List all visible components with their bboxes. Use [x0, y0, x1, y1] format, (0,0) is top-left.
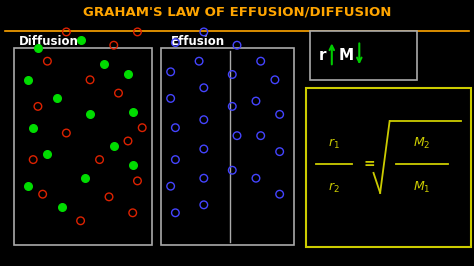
- Text: =: =: [364, 157, 375, 171]
- Point: [200, 176, 208, 180]
- Point: [34, 104, 42, 109]
- Point: [200, 86, 208, 90]
- Point: [29, 157, 37, 162]
- Bar: [310, 31, 417, 80]
- Point: [124, 72, 132, 77]
- Text: GRAHAM'S LAW OF EFFUSION/DIFFUSION: GRAHAM'S LAW OF EFFUSION/DIFFUSION: [83, 5, 391, 18]
- Point: [53, 96, 61, 101]
- Point: [252, 176, 260, 180]
- Point: [257, 134, 264, 138]
- Point: [134, 30, 141, 34]
- Point: [252, 99, 260, 103]
- Point: [228, 104, 236, 109]
- Point: [195, 59, 203, 63]
- Point: [134, 179, 141, 183]
- Point: [200, 147, 208, 151]
- Point: [77, 219, 84, 223]
- Text: $r_2$: $r_2$: [328, 180, 340, 195]
- Point: [228, 72, 236, 77]
- Point: [129, 163, 137, 167]
- Point: [276, 192, 283, 196]
- Point: [138, 126, 146, 130]
- Point: [77, 38, 84, 42]
- Point: [271, 78, 279, 82]
- Point: [276, 149, 283, 154]
- Bar: [161, 48, 294, 245]
- Point: [129, 211, 137, 215]
- Point: [172, 40, 179, 45]
- Bar: [306, 88, 471, 247]
- Point: [39, 192, 46, 196]
- Point: [129, 110, 137, 114]
- Point: [167, 96, 174, 101]
- Point: [110, 43, 118, 47]
- Point: [86, 78, 94, 82]
- Point: [25, 184, 32, 188]
- Text: M: M: [339, 48, 354, 63]
- Point: [167, 184, 174, 188]
- Point: [115, 91, 122, 95]
- Point: [228, 168, 236, 172]
- Point: [172, 126, 179, 130]
- Point: [233, 43, 241, 47]
- Text: Effusion: Effusion: [171, 35, 225, 48]
- Point: [58, 205, 65, 210]
- Point: [167, 70, 174, 74]
- Point: [200, 118, 208, 122]
- Point: [172, 157, 179, 162]
- Text: r: r: [319, 48, 327, 63]
- Point: [200, 203, 208, 207]
- Point: [100, 62, 108, 66]
- Point: [25, 78, 32, 82]
- Point: [29, 126, 37, 130]
- Point: [63, 131, 70, 135]
- Point: [44, 152, 51, 156]
- Point: [63, 30, 70, 34]
- Text: $r_1$: $r_1$: [328, 136, 340, 151]
- Text: $M_1$: $M_1$: [413, 180, 430, 195]
- Point: [276, 112, 283, 117]
- Point: [96, 157, 103, 162]
- Point: [34, 46, 42, 50]
- Point: [124, 139, 132, 143]
- Point: [200, 30, 208, 34]
- Point: [257, 59, 264, 63]
- Point: [105, 195, 113, 199]
- Text: $M_2$: $M_2$: [413, 136, 430, 151]
- Point: [172, 211, 179, 215]
- Point: [86, 112, 94, 117]
- Point: [82, 176, 89, 180]
- Text: Diffusion: Diffusion: [19, 35, 79, 48]
- Point: [233, 134, 241, 138]
- Point: [110, 144, 118, 148]
- Point: [44, 59, 51, 63]
- Bar: [14, 48, 152, 245]
